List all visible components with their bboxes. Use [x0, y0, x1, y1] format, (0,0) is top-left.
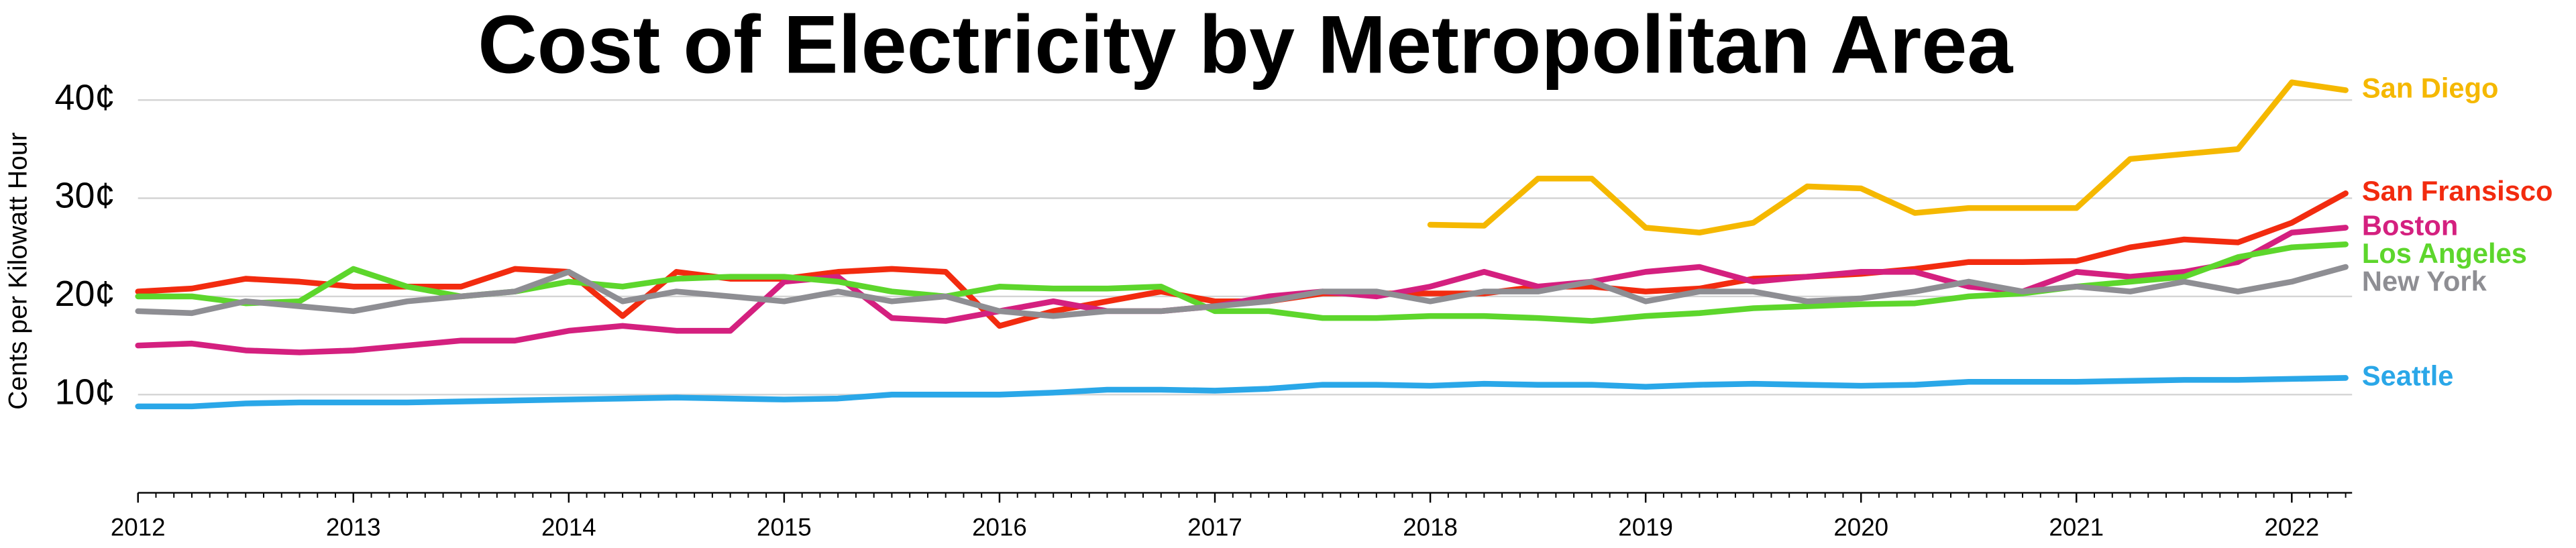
series-label: Los Angeles — [2362, 237, 2527, 269]
y-tick-label: 30¢ — [55, 176, 115, 216]
x-tick-label: 2017 — [1187, 513, 1242, 541]
y-tick-label: 40¢ — [55, 77, 115, 117]
series-label: San Diego — [2362, 72, 2499, 103]
x-tick-label: 2018 — [1403, 513, 1458, 541]
y-tick-label: 20¢ — [55, 274, 115, 314]
series-line — [1427, 79, 2349, 236]
x-tick-label: 2021 — [2049, 513, 2104, 541]
series-line — [135, 375, 2349, 410]
series-label: New York — [2362, 266, 2487, 297]
series-label: San Fransisco — [2362, 175, 2553, 207]
x-tick-label: 2016 — [972, 513, 1027, 541]
x-tick-label: 2022 — [2264, 513, 2319, 541]
x-tick-label: 2015 — [757, 513, 812, 541]
x-tick-label: 2014 — [541, 513, 596, 541]
y-tick-label: 10¢ — [55, 372, 115, 413]
series-label: Seattle — [2362, 360, 2454, 391]
chart-title: Cost of Electricity by Metropolitan Area — [478, 0, 2013, 90]
series-label: Boston — [2362, 209, 2458, 241]
x-tick-label: 2019 — [1618, 513, 1673, 541]
x-tick-label: 2020 — [1833, 513, 1888, 541]
x-tick-label: 2013 — [326, 513, 381, 541]
series-line — [135, 264, 2349, 319]
x-tick-label: 2012 — [111, 513, 166, 541]
y-axis-label: Cents per Kilowatt Hour — [4, 132, 33, 410]
